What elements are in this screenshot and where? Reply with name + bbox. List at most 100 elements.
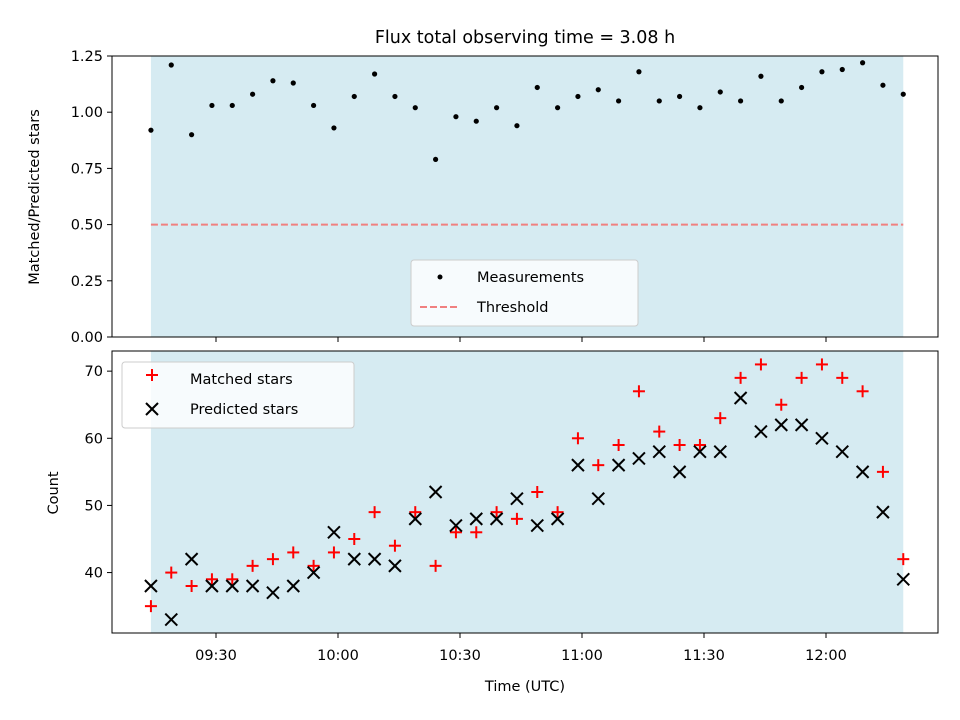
measurement-point (697, 105, 703, 111)
matched-star-point (795, 371, 808, 384)
chart-title: Flux total observing time = 3.08 h (375, 28, 675, 48)
legend-matched-marker (146, 369, 158, 381)
measurement-point (880, 82, 886, 88)
measurement-point (250, 91, 256, 97)
bottom-y-axis-label: Count (46, 471, 62, 514)
matched-star-point (429, 559, 442, 572)
predicted-star-point (571, 458, 585, 472)
measurement-point (494, 105, 500, 111)
measurement-point (372, 71, 378, 77)
measurement-point (819, 69, 825, 75)
predicted-star-point (550, 512, 565, 526)
measurement-point (677, 93, 683, 100)
top-legend-box (410, 259, 639, 327)
predicted-star-point (408, 512, 422, 526)
predicted-star-point (286, 579, 300, 593)
predicted-star-point (794, 418, 809, 432)
matched-star-point (531, 486, 544, 498)
legend-predicted-label: Predicted stars (190, 402, 298, 418)
matched-star-point (836, 371, 849, 384)
matched-star-point (490, 506, 503, 519)
measurement-point (717, 89, 723, 95)
predicted-star-point (510, 492, 524, 506)
top-y-tick-label: 1.00 (71, 105, 103, 121)
legend-threshold-label: Threshold (476, 300, 548, 316)
matched-star-point (632, 385, 645, 398)
matched-star-point (388, 539, 401, 552)
measurement-point (514, 123, 520, 129)
bottom-y-ticks: 40 50 60 70 (85, 364, 112, 582)
predicted-star-point (815, 431, 829, 445)
bottom-x-ticks: 09:30 10:00 10:30 11:00 11:30 12:00 (195, 633, 847, 664)
measurement-point (799, 84, 805, 91)
predicted-star-point (754, 424, 768, 439)
measurement-point (860, 60, 866, 66)
bottom-x-tick-label: 12:00 (805, 648, 847, 664)
measurement-point (209, 102, 215, 109)
predicted-star-point (306, 565, 321, 580)
matched-star-point (266, 553, 279, 566)
predicted-star-point (855, 465, 870, 479)
bottom-axes-frame (111, 350, 939, 634)
predicted-star-point (591, 492, 605, 506)
legend-measurements-marker (437, 274, 443, 280)
measurement-point (616, 98, 622, 104)
matched-star-point (144, 600, 157, 613)
matched-star-point (449, 526, 462, 539)
top-legend: Measurements Threshold (410, 259, 639, 327)
measurement-point (575, 93, 581, 100)
measurement-point (534, 84, 540, 91)
predicted-star-point (266, 586, 280, 600)
matched-star-point (612, 439, 625, 451)
matched-star-point (165, 566, 178, 579)
predicted-star-point (835, 445, 849, 459)
bottom-y-tick-label: 60 (85, 431, 103, 447)
measurement-point (270, 78, 276, 84)
matched-star-point (693, 439, 706, 451)
predicted-star-point (693, 445, 707, 459)
top-x-ticks (215, 337, 827, 342)
top-y-tick-label: 0.75 (71, 161, 103, 177)
bottom-y-tick-label: 50 (85, 498, 103, 514)
predicted-stars-points (144, 391, 910, 627)
measurement-points (148, 60, 906, 163)
predicted-star-point (164, 612, 178, 627)
predicted-star-point (205, 579, 219, 593)
measurement-point (473, 118, 479, 124)
measurement-point (900, 91, 906, 97)
matched-star-point (876, 465, 889, 478)
bottom-y-tick-label: 40 (85, 566, 103, 582)
predicted-star-point (245, 579, 260, 593)
predicted-star-point (225, 579, 239, 593)
matched-star-point (470, 526, 483, 539)
matched-star-point (775, 398, 788, 411)
measurement-point (839, 66, 845, 73)
predicted-star-point (489, 512, 504, 526)
matched-star-point (185, 580, 198, 592)
matched-star-point (226, 573, 239, 586)
predicted-star-point (632, 451, 646, 466)
legend-measurements-label: Measurements (477, 270, 584, 286)
bottom-x-tick-label: 11:30 (683, 648, 725, 664)
legend-predicted-marker (145, 402, 159, 416)
bottom-x-tick-label: 11:00 (561, 648, 603, 664)
matched-star-point (246, 559, 259, 572)
measurement-point (311, 102, 317, 109)
matched-star-point (510, 512, 523, 525)
top-y-tick-label: 0.00 (71, 330, 103, 346)
matched-star-point (409, 506, 422, 519)
measurement-point (331, 125, 337, 131)
matched-star-point (673, 439, 686, 451)
predicted-star-point (672, 465, 687, 479)
matched-star-point (653, 425, 666, 438)
matched-star-point (368, 506, 381, 519)
matched-star-point (734, 371, 747, 384)
legend-matched-label: Matched stars (190, 372, 293, 388)
bottom-legend: Matched stars Predicted stars (121, 361, 355, 429)
top-axes-frame (111, 55, 939, 338)
top-y-tick-label: 1.25 (71, 49, 103, 65)
bottom-legend-box (121, 361, 355, 429)
measurement-point (433, 156, 439, 163)
predicted-star-point (652, 445, 666, 459)
bottom-x-tick-label: 09:30 (195, 648, 237, 664)
